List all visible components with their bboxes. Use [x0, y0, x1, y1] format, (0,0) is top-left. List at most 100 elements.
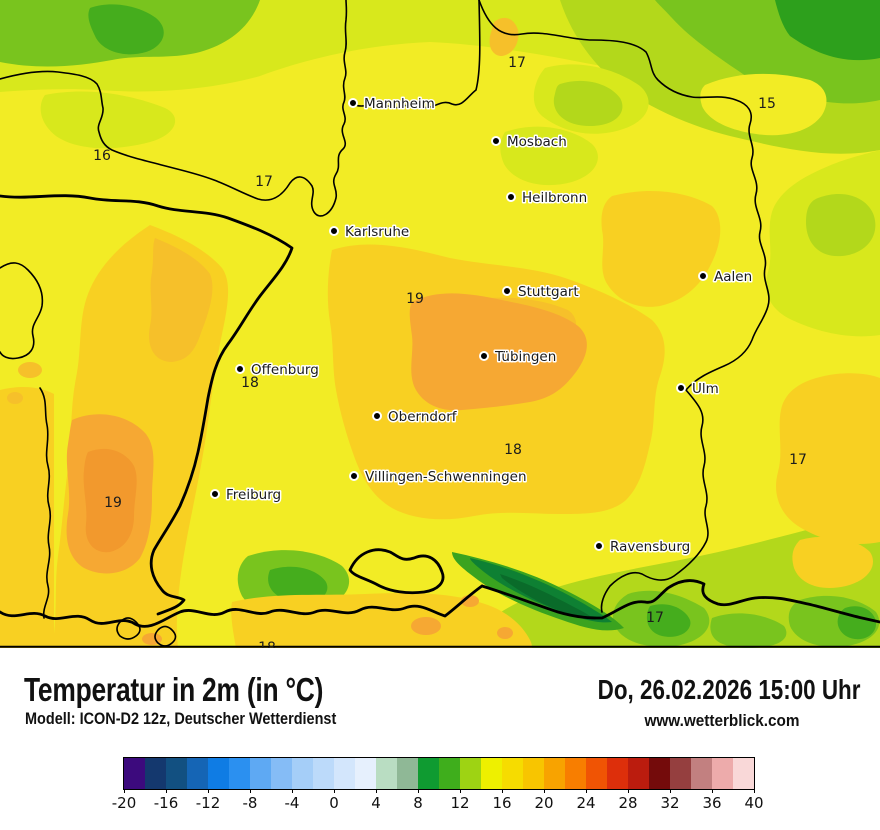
city-marker-ulm: Ulm	[676, 380, 720, 399]
city-label: Ravensburg	[610, 539, 690, 555]
border-south-rhine	[0, 584, 484, 628]
city-marker-freiburg: Freiburg	[210, 486, 283, 505]
colorbar-segment	[670, 758, 691, 789]
colorbar-segment	[502, 758, 523, 789]
colorbar-segment	[376, 758, 397, 789]
city-marker-karlsruhe: Karlsruhe	[329, 223, 411, 242]
city-label: Ulm	[692, 381, 719, 397]
region-gold-aalen-west	[601, 191, 721, 307]
border-enclave-1	[116, 617, 141, 640]
border-french-alsace	[39, 387, 52, 619]
region-ne-yellow-patch-15	[700, 73, 827, 136]
colorbar-segment	[187, 758, 208, 789]
city-dot	[372, 411, 382, 421]
colorbar-segment	[313, 758, 334, 789]
region-ne-green-corner	[775, 0, 880, 61]
colorbar-tick-label: 0	[329, 794, 339, 812]
city-dot	[349, 471, 359, 481]
region-bodensee-dark	[470, 558, 612, 623]
region-west-orange-core	[83, 448, 137, 553]
temp-value-label: 16	[93, 148, 111, 164]
colorbar-tick-label: -4	[284, 794, 300, 812]
colorbar-tickmark	[502, 789, 503, 793]
colorbar-tickmark	[208, 789, 209, 793]
colorbar-tickmark	[418, 789, 419, 793]
colorbar-tick-label: 36	[702, 794, 722, 812]
region-sw-gold-edge	[0, 387, 54, 648]
region-east-of-mosbach-green	[500, 126, 598, 186]
colorbar-segment	[460, 758, 481, 789]
colorbar-tick-label: 20	[534, 794, 554, 812]
city-label: Mosbach	[507, 134, 567, 150]
colorbar-segment	[481, 758, 502, 789]
map-canvas: Mannheim Mosbach Heilbronn Karlsruhe Stuttga…	[0, 0, 880, 648]
city-dot	[698, 271, 708, 281]
city-label: Offenburg	[251, 362, 319, 378]
colorbar-tickmark	[166, 789, 167, 793]
temp-value-label: 19	[104, 495, 122, 511]
border-east	[478, 0, 770, 613]
city-label: Heilbronn	[522, 190, 587, 206]
region-amber-spot-north	[489, 17, 519, 56]
colorbar-tick-label: 8	[413, 794, 423, 812]
region-orange-spot-1	[411, 617, 441, 635]
colorbar-segment	[565, 758, 586, 789]
city-label: Stuttgart	[518, 284, 579, 300]
colorbar-segment	[229, 758, 250, 789]
colorbar-segment	[334, 758, 355, 789]
city-marker-villingen-schwenningen: Villingen-Schwenningen	[349, 468, 528, 487]
colorbar-tickmark	[334, 789, 335, 793]
colorbar-segment	[544, 758, 565, 789]
region-bodensee-core	[500, 574, 596, 620]
temp-value-label: 17	[789, 452, 807, 468]
region-s-green-alps-core	[646, 604, 691, 637]
colorbar-segment	[166, 758, 187, 789]
temp-value-label: 17	[646, 610, 664, 626]
temp-value-label: 17	[255, 174, 273, 190]
border-northwest	[0, 0, 348, 217]
temp-value-label: 19	[406, 291, 424, 307]
region-ne-gold	[776, 373, 880, 545]
colorbar-tickmark	[586, 789, 587, 793]
colorbar-tick-label: 12	[450, 794, 470, 812]
border-enclave-2	[154, 625, 177, 647]
colorbar-segment	[292, 758, 313, 789]
city-marker-stuttgart: Stuttgart	[502, 283, 580, 302]
city-marker-aalen: Aalen	[698, 268, 754, 287]
colorbar-segment	[586, 758, 607, 789]
colorbar-segment	[733, 758, 754, 789]
colorbar-tick-label: 16	[492, 794, 512, 812]
city-dot	[506, 192, 516, 202]
city-marker-ravensburg: Ravensburg	[594, 538, 692, 557]
colorbar-segment	[628, 758, 649, 789]
colorbar-segment	[607, 758, 628, 789]
map-labels-layer: Mannheim Mosbach Heilbronn Karlsruhe Stuttga…	[93, 55, 807, 648]
region-nw-green-core	[88, 4, 164, 55]
city-dot	[491, 136, 501, 146]
temp-value-label: 18	[241, 375, 259, 391]
city-marker-offenburg: Offenburg	[235, 361, 320, 380]
temperature-map: Mannheim Mosbach Heilbronn Karlsruhe Stuttga…	[0, 0, 880, 648]
colorbar-segment	[418, 758, 439, 789]
city-label: Villingen-Schwenningen	[365, 469, 527, 485]
border-lake-austria	[480, 579, 880, 624]
colorbar-segment	[712, 758, 733, 789]
city-dot	[329, 226, 339, 236]
city-dot	[502, 286, 512, 296]
city-label: Tübingen	[494, 349, 556, 365]
colorbar-tickmark	[670, 789, 671, 793]
city-label: Karlsruhe	[345, 224, 409, 240]
region-orange-spot-3	[497, 627, 513, 639]
region-tuebingen-orange	[409, 293, 587, 411]
colorbar-tickmark	[250, 789, 251, 793]
colorbar-tick-label: -20	[111, 794, 137, 812]
city-marker-heilbronn: Heilbronn	[506, 189, 589, 208]
region-amber-spot-west1	[18, 362, 42, 378]
region-nw-yellowgreen-patch	[40, 91, 176, 149]
colorbar-tick-label: -8	[242, 794, 258, 812]
city-marker-oberndorf: Oberndorf	[372, 408, 459, 427]
colorbar-tickmark	[628, 789, 629, 793]
region-se-gold-patch	[792, 536, 873, 588]
temp-value-label: 18	[504, 442, 522, 458]
